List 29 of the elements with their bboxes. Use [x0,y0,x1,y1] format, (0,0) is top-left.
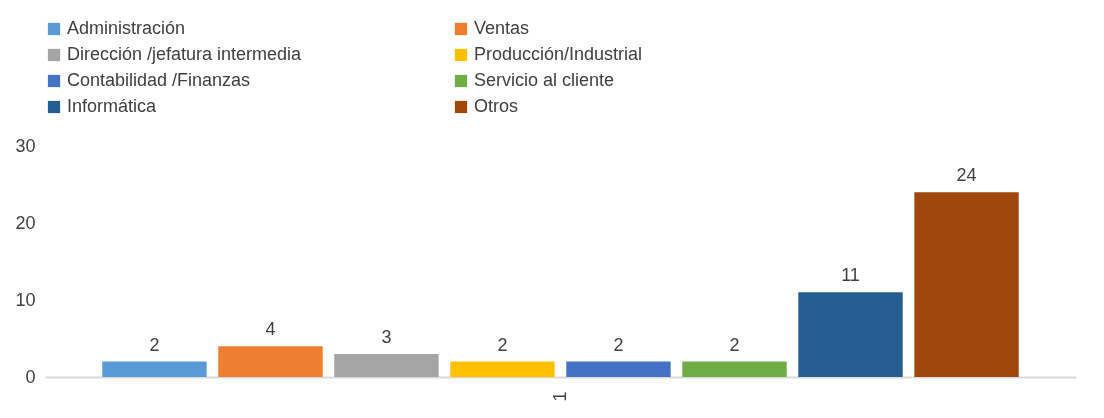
data-label: 2 [149,334,160,355]
data-label: 2 [613,334,624,355]
y-tick-label: 30 [15,135,36,156]
legend-label: Administración [67,18,186,38]
data-label: 24 [956,165,977,186]
data-label: 2 [497,334,508,355]
bar [566,361,671,377]
data-label: 11 [841,265,860,286]
bar [334,353,439,377]
legend-label: Otros [474,96,519,116]
data-label: 2 [729,334,740,355]
legend-label: Dirección /jefatura intermedia [67,44,303,64]
legend-label: Servicio al cliente [474,70,615,90]
y-tick-label: 0 [25,366,36,387]
y-tick-label: 10 [15,289,36,310]
bar [102,361,207,377]
legend-label: Informática [67,96,158,116]
bar [798,292,903,377]
legend-label: Producción/Industrial [474,44,643,64]
data-label: 3 [381,326,392,347]
legend-label: Ventas [474,18,530,38]
bar [914,192,1019,377]
x-tick-label: 1 [549,391,570,402]
data-label: 4 [265,319,276,340]
y-tick-label: 20 [15,212,36,233]
legend-label: Contabilidad /Finanzas [67,70,251,90]
bar [682,361,787,377]
bar [450,361,555,377]
bar [218,346,323,377]
